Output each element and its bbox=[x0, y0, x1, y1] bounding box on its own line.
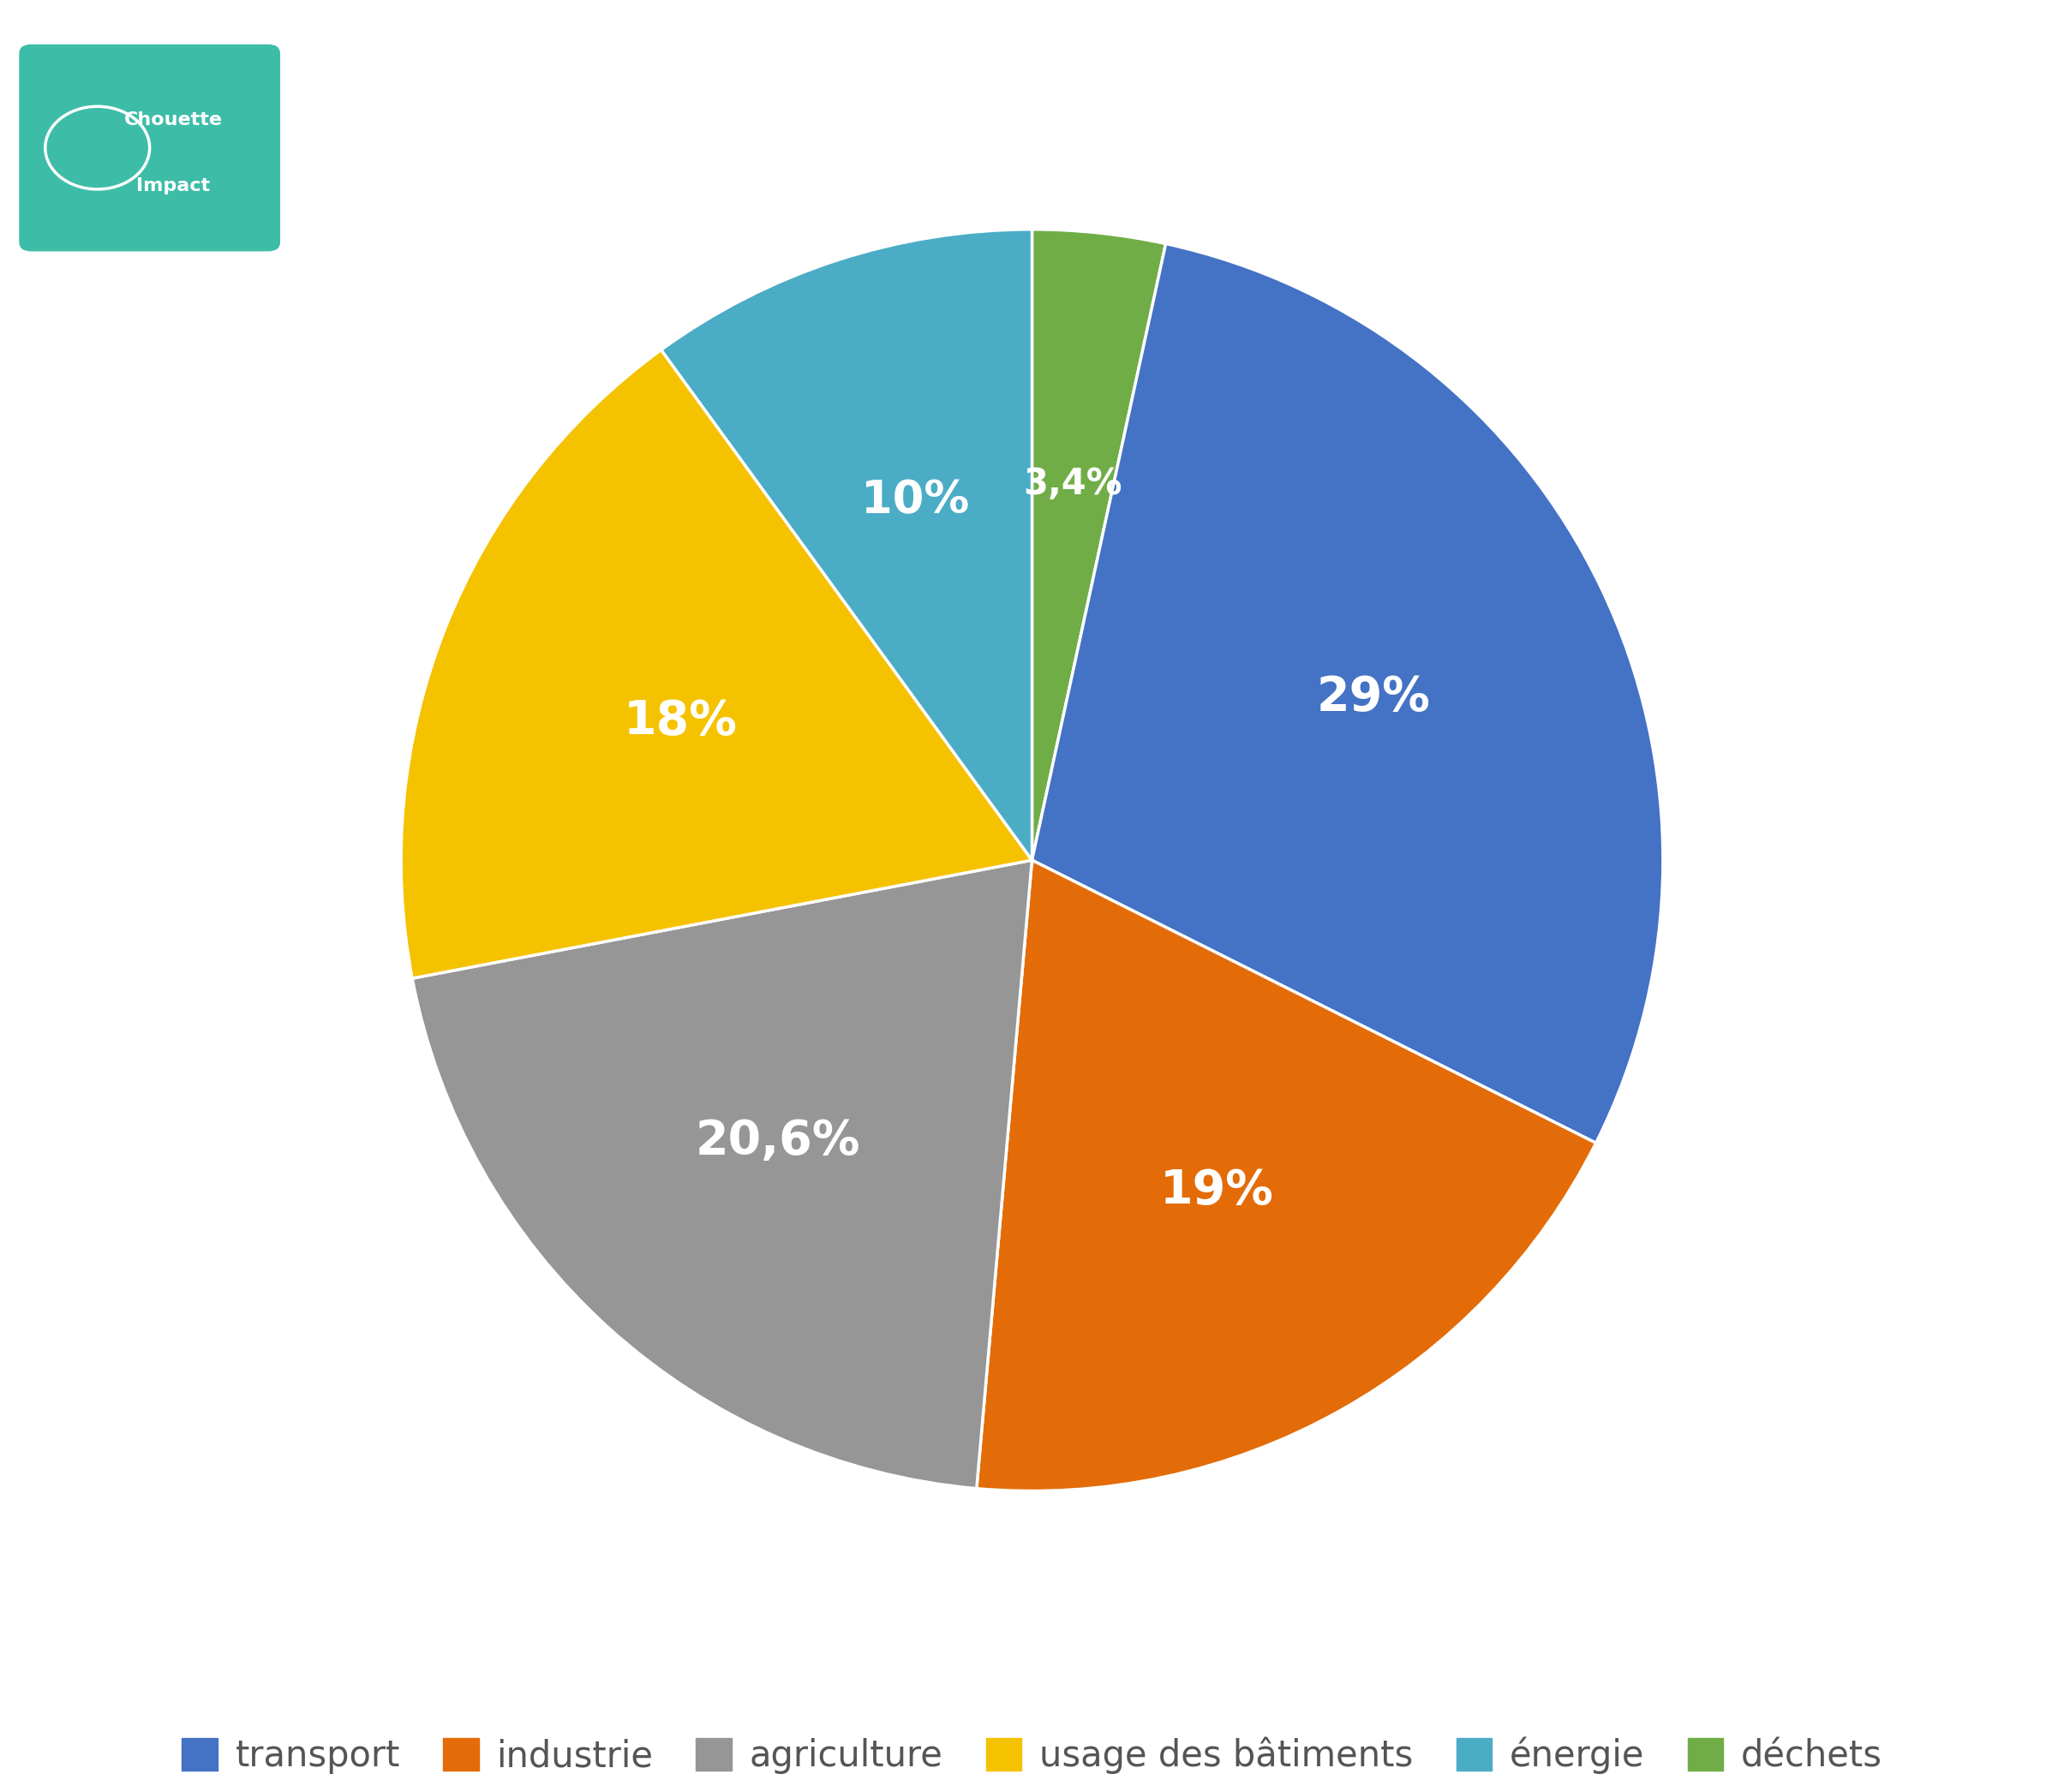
FancyBboxPatch shape bbox=[19, 45, 281, 251]
Wedge shape bbox=[1032, 229, 1166, 860]
Wedge shape bbox=[400, 349, 1032, 978]
Legend: transport, industrie, agriculture, usage des bâtiments, énergie, déchets: transport, industrie, agriculture, usage… bbox=[167, 1722, 1897, 1788]
Text: 10%: 10% bbox=[861, 478, 970, 523]
Text: 20,6%: 20,6% bbox=[696, 1118, 861, 1165]
Text: 3,4%: 3,4% bbox=[1024, 466, 1123, 502]
Text: 29%: 29% bbox=[1317, 674, 1430, 720]
Text: Impact: Impact bbox=[136, 177, 211, 194]
Wedge shape bbox=[1032, 244, 1664, 1143]
Text: 18%: 18% bbox=[623, 697, 737, 744]
Wedge shape bbox=[976, 860, 1595, 1491]
Wedge shape bbox=[413, 860, 1032, 1489]
Text: Chouette: Chouette bbox=[124, 111, 223, 129]
Text: 19%: 19% bbox=[1160, 1168, 1273, 1213]
Wedge shape bbox=[660, 229, 1032, 860]
